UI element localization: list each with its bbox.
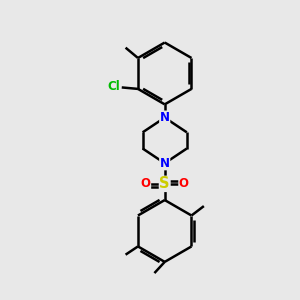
Text: N: N xyxy=(160,111,170,124)
Text: O: O xyxy=(179,177,189,190)
Text: O: O xyxy=(141,177,151,190)
Text: Cl: Cl xyxy=(107,80,120,93)
Text: N: N xyxy=(160,157,170,170)
Text: S: S xyxy=(160,176,170,191)
